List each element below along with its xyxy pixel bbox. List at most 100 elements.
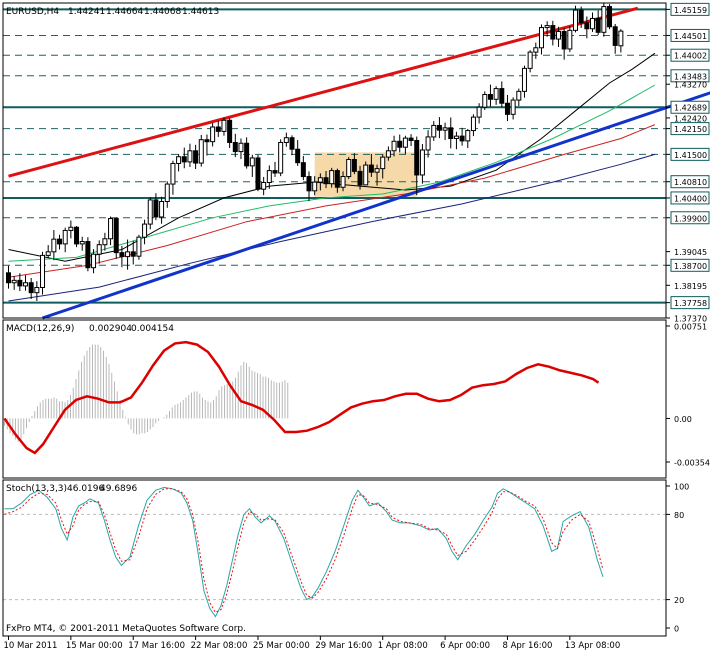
macd-title: MACD(12,26,9) (6, 324, 74, 334)
bull-candle (45, 251, 51, 256)
bear-candle (113, 218, 119, 254)
trend-line (42, 91, 710, 320)
bear-candle (272, 170, 278, 174)
bear-candle (368, 164, 374, 173)
ohlc-open: 1.44241 (68, 7, 105, 17)
price-label-box (670, 175, 710, 189)
bull-candle (533, 47, 539, 53)
stoch-scale-label: 0 (674, 625, 679, 634)
x-axis-label: 6 Apr 00:00 (440, 641, 490, 651)
bear-candle (323, 177, 329, 185)
bull-candle (374, 168, 380, 173)
x-axis-label: 13 Apr 08:00 (565, 641, 620, 651)
price-label-box (670, 258, 710, 272)
bull-candle (198, 139, 204, 164)
bull-candle (453, 135, 459, 140)
bull-candle (221, 119, 227, 132)
bull-candle (79, 241, 85, 245)
price-label-box (670, 48, 710, 62)
bull-candle (51, 238, 57, 253)
bear-candle (57, 238, 63, 245)
bull-candle (40, 254, 46, 288)
bull-candle (23, 282, 29, 287)
bear-candle (193, 150, 199, 164)
stoch-scale-label: 100 (674, 483, 689, 492)
ohlc-close: 1.44613 (182, 7, 219, 17)
bull-candle (493, 88, 499, 100)
macd-scale-label: -0.00354 (674, 459, 710, 468)
x-axis-label: 22 Mar 08:00 (191, 641, 248, 651)
bear-candle (357, 170, 363, 186)
bull-candle (346, 159, 352, 178)
macd-value: 0.002904 (89, 324, 132, 334)
bull-candle (385, 150, 391, 158)
bear-candle (414, 139, 420, 176)
bear-candle (334, 170, 340, 188)
bear-candle (504, 102, 510, 115)
bull-candle (555, 31, 561, 40)
macd-scale-label: 0.00751 (674, 323, 707, 332)
price-scale-label: 1.45159 (674, 6, 707, 15)
stoch-title: Stoch(13,3,3) (6, 484, 67, 494)
panel-frame (2, 2, 667, 319)
macd-panel: 0.00751 0.00 -0.00354 (3, 323, 710, 468)
bull-candle (108, 218, 114, 240)
x-axis-label: 1 Apr 08:00 (378, 641, 428, 651)
bull-candle (567, 29, 573, 50)
bull-candle (96, 244, 102, 255)
bear-candle (74, 226, 80, 245)
bull-candle (601, 6, 607, 33)
bull-candle (68, 226, 74, 231)
bull-candle (476, 106, 482, 118)
price-label-box (670, 69, 710, 83)
bull-candle (482, 94, 488, 108)
bear-candle (436, 124, 442, 131)
main-title: EURUSD,H4 (6, 7, 59, 17)
price-label-box (670, 296, 710, 310)
bull-candle (91, 253, 97, 269)
bull-candle (312, 181, 318, 192)
x-axis-label: 29 Mar 16:00 (315, 641, 372, 651)
bull-candle (470, 116, 476, 132)
bear-candle (215, 126, 221, 132)
bear-candle (295, 148, 301, 164)
price-label-box (670, 191, 710, 205)
bull-candle (142, 223, 148, 238)
price-label-box (670, 100, 710, 114)
price-scale-label: 1.41500 (674, 151, 707, 160)
price-scale-label: 1.42689 (674, 104, 707, 113)
price-label-box (670, 147, 710, 161)
bear-candle (181, 156, 187, 163)
price-scale-label: 1.40400 (674, 194, 707, 203)
bull-candle (431, 124, 437, 138)
bull-candle (425, 136, 431, 151)
price-scale-label: 1.43483 (674, 72, 707, 81)
bear-candle (351, 159, 357, 172)
bear-candle (232, 141, 238, 153)
x-axis-label: 10 Mar 2011 (4, 641, 58, 651)
bull-candle (34, 286, 40, 294)
bear-candle (85, 241, 91, 269)
bull-candle (516, 90, 522, 101)
bear-candle (448, 127, 454, 140)
bear-candle (487, 94, 493, 100)
bull-candle (125, 251, 131, 258)
bear-candle (561, 31, 567, 50)
panel-frame (2, 319, 667, 479)
price-scale-label: 1.38195 (674, 282, 707, 291)
price-scale-label: 1.42150 (674, 125, 707, 134)
price-scale-label: 1.37758 (674, 299, 707, 308)
bull-candle (11, 279, 17, 284)
bull-candle (419, 149, 425, 176)
footer-copyright: FxPro MT4, © 2001-2011 MetaQuotes Softwa… (6, 624, 246, 634)
bull-candle (164, 183, 170, 203)
bull-candle (590, 17, 596, 30)
bull-candle (283, 137, 289, 143)
stochastic-panel: 100 80 20 0 (3, 483, 689, 634)
bull-candle (147, 199, 153, 225)
bear-candle (130, 251, 136, 257)
bear-candle (255, 157, 261, 190)
